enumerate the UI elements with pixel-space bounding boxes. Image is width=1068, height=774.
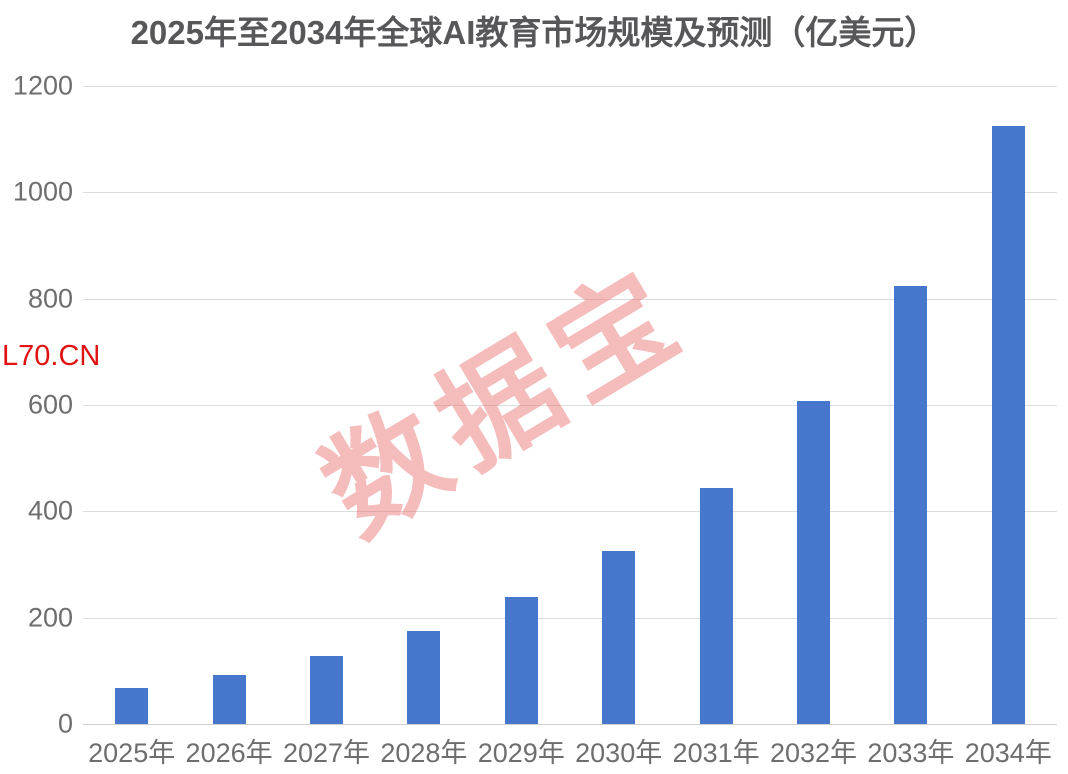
y-axis-tick-200: 200 (27, 602, 73, 633)
y-axis-tick-1000: 1000 (12, 176, 73, 207)
gridline-800 (83, 298, 1057, 300)
gridline-0 (83, 724, 1057, 725)
y-axis-tick-800: 800 (27, 283, 73, 314)
y-axis-tick-0: 0 (57, 708, 73, 739)
x-axis-label-2032年: 2032年 (769, 738, 858, 768)
x-axis-label-2028年: 2028年 (380, 738, 468, 768)
x-axis-label-2034年: 2034年 (964, 738, 1052, 768)
x-axis-label-2029年: 2029年 (477, 738, 565, 768)
y-axis-tick-600: 600 (27, 389, 73, 420)
x-axis-label-2031年: 2031年 (672, 738, 760, 768)
x-axis-label-2033年: 2033年 (867, 738, 955, 768)
gridline-200 (83, 617, 1057, 619)
gridline-400 (83, 511, 1057, 513)
bar-2031年 (699, 487, 733, 724)
x-axis-label-2027年: 2027年 (282, 738, 371, 768)
bar-2029年 (504, 596, 538, 724)
chart-title: 2025年至2034年全球AI教育市场规模及预测（亿美元） (130, 14, 938, 51)
y-axis-tick-400: 400 (27, 495, 73, 526)
gridline-600 (83, 405, 1057, 406)
bar-2034年 (991, 126, 1025, 724)
x-axis-label-2026年: 2026年 (185, 738, 273, 768)
bar-2026年 (212, 675, 246, 724)
bar-2032年 (797, 401, 830, 724)
gridline-1000 (83, 192, 1057, 194)
bar-2030年 (602, 550, 636, 724)
bar-2025年 (115, 687, 149, 724)
y-axis-tick-1200: 1200 (12, 70, 73, 101)
bar-2033年 (894, 285, 928, 724)
x-axis-label-2030年: 2030年 (575, 738, 663, 768)
x-axis-label-2025年: 2025年 (88, 738, 176, 768)
gridline-1200 (83, 86, 1057, 87)
watermark-site-url: L70.CN (2, 340, 101, 372)
bar-2028年 (407, 631, 441, 724)
bar-2027年 (310, 655, 343, 724)
